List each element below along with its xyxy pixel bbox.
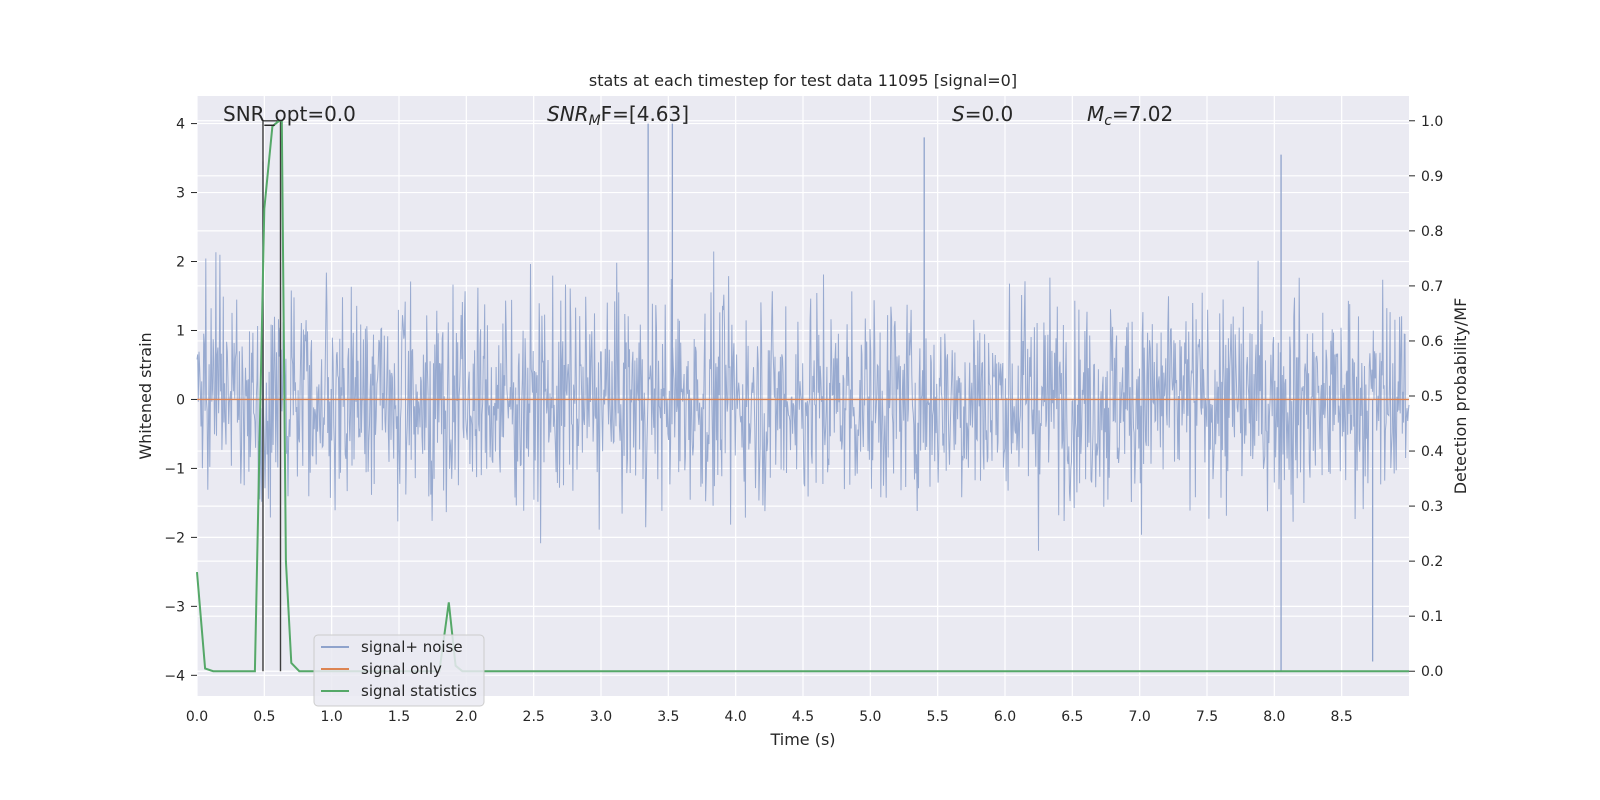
y-tick-label: 3 (176, 186, 185, 202)
annotation-snr-mf-main: SNR (547, 102, 589, 126)
x-tick-label: 0.0 (186, 709, 208, 725)
y-right-tick-label: 0.8 (1421, 224, 1443, 240)
y-tick-label: 4 (176, 117, 185, 133)
x-tick-label: 7.5 (1196, 709, 1218, 725)
annotation-mc: Mc=7.02 (1087, 102, 1173, 129)
y-right-tick-label: 0.3 (1421, 499, 1443, 515)
legend-label-signal-statistics: signal statistics (361, 682, 477, 700)
y-ticks-right: 0.0 0.1 0.2 0.3 0.4 0.5 0.6 0.7 0.8 0.9 1.0 (1409, 114, 1443, 680)
y-tick-label: 1 (176, 323, 185, 339)
x-tick-label: 0.5 (253, 709, 275, 725)
annotation-s-main: S (952, 102, 965, 126)
y-right-tick-label: 0.7 (1421, 279, 1443, 295)
annotation-mc-sub: c (1104, 113, 1112, 129)
x-tick-label: 6.0 (994, 709, 1016, 725)
annotation-s-rest: =0.0 (965, 102, 1014, 126)
x-tick-label: 3.0 (590, 709, 612, 725)
y-tick-label: 2 (176, 255, 185, 271)
annotation-snr-mf-sub: M (589, 113, 601, 129)
x-tick-label: 2.0 (455, 709, 477, 725)
x-tick-label: 5.0 (859, 709, 881, 725)
y-tick-label: −3 (164, 599, 185, 615)
x-tick-label: 4.5 (792, 709, 814, 725)
y-axis-label-right: Detection probability/MF (1451, 298, 1470, 495)
y-right-tick-label: 0.4 (1421, 444, 1443, 460)
x-tick-label: 1.0 (321, 709, 343, 725)
annotation-s: S=0.0 (952, 102, 1013, 126)
x-tick-label: 6.5 (1061, 709, 1083, 725)
y-tick-label: −4 (164, 668, 185, 684)
legend-label-signal-noise: signal+ noise (361, 638, 463, 656)
legend-label-signal-only: signal only (361, 660, 442, 678)
y-tick-label: 0 (176, 392, 185, 408)
signal-noise-line (196, 251, 1410, 551)
x-tick-label: 5.5 (927, 709, 949, 725)
y-right-tick-label: 0.5 (1421, 389, 1443, 405)
y-right-tick-label: 0.6 (1421, 334, 1443, 350)
series-signal-noise (196, 123, 1410, 672)
x-tick-label: 7.0 (1129, 709, 1151, 725)
annotation-snr-mf-rest: F=[4.63] (601, 102, 689, 126)
x-tick-label: 4.0 (725, 709, 747, 725)
y-right-tick-label: 0.1 (1421, 609, 1443, 625)
x-tick-label: 3.5 (657, 709, 679, 725)
x-ticks: 0.0 0.5 1.0 1.5 2.0 2.5 3.0 3.5 4.0 4.5 5.0 5.5 6.0 6… (186, 709, 1353, 725)
x-tick-label: 8.5 (1331, 709, 1353, 725)
annotation-mc-main: M (1087, 102, 1104, 126)
annotation-mc-rest: =7.02 (1112, 102, 1173, 126)
y-ticks-left: −4 −3 −2 −1 0 1 2 3 4 (164, 117, 197, 684)
x-axis-label: Time (s) (769, 730, 835, 749)
y-right-tick-label: 0.0 (1421, 664, 1443, 680)
x-tick-label: 8.0 (1263, 709, 1285, 725)
x-tick-label: 1.5 (388, 709, 410, 725)
annotation-snr-opt: SNR_opt=0.0 (223, 102, 356, 126)
y-right-tick-label: 0.9 (1421, 169, 1443, 185)
y-tick-label: −1 (164, 461, 185, 477)
annotation-snr-mf: SNRMF=[4.63] (547, 102, 689, 129)
legend-box (313, 634, 485, 707)
legend: signal+ noise signal only signal statist… (313, 634, 485, 707)
chart-title: stats at each timestep for test data 110… (589, 71, 1017, 90)
y-right-tick-label: 1.0 (1421, 114, 1443, 130)
y-tick-label: −2 (164, 530, 185, 546)
x-tick-label: 2.5 (523, 709, 545, 725)
y-axis-label-left: Whitened strain (136, 332, 155, 459)
y-right-tick-label: 0.2 (1421, 554, 1443, 570)
